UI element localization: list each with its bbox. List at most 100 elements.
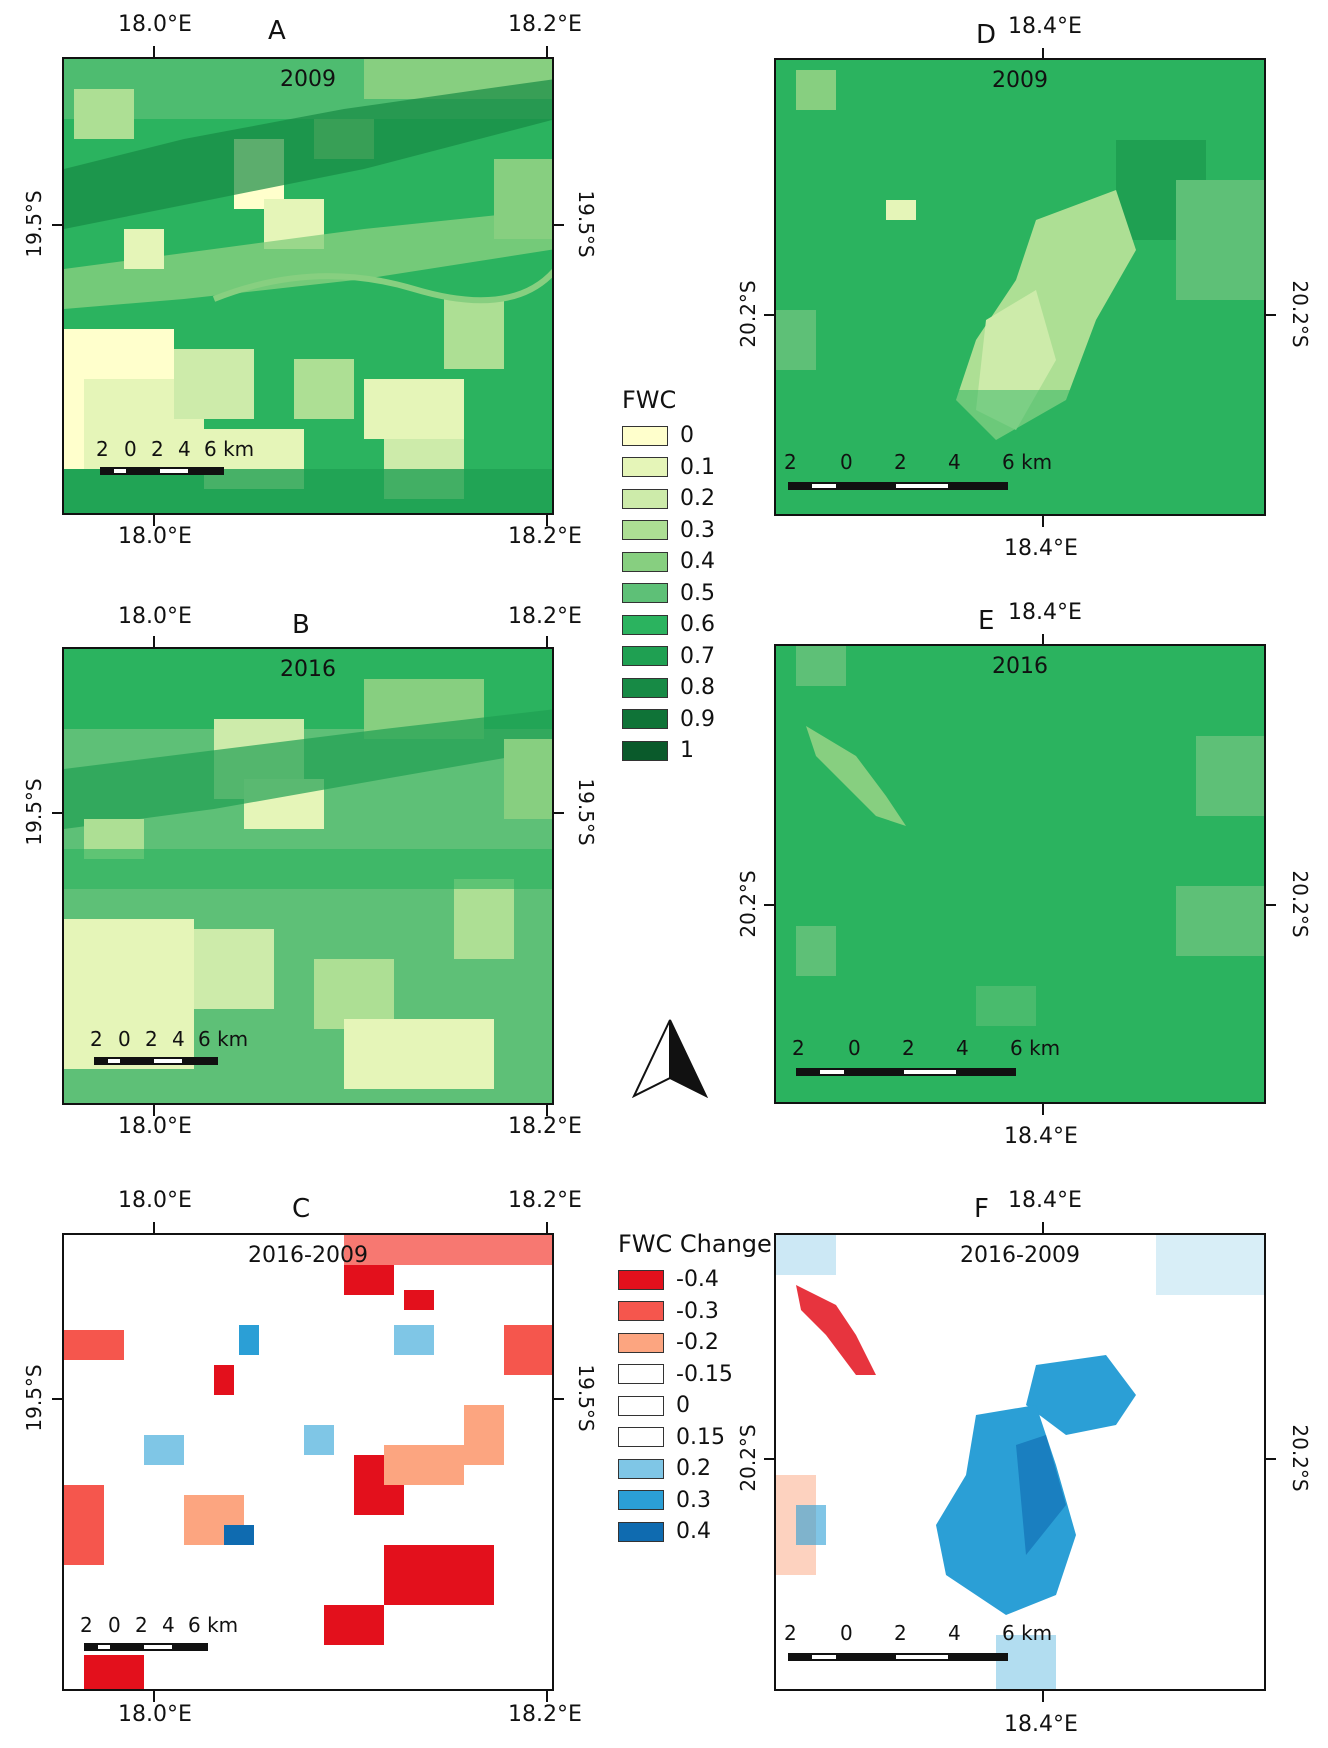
legend-change-value: 0.3	[676, 1487, 711, 1513]
legend-change-value: 0.2	[676, 1456, 711, 1482]
legend-fwc-swatch	[622, 614, 668, 635]
fwc-change-raster-f	[776, 1235, 1264, 1689]
scalebar-c: 2 0 2 4 6 km	[80, 1613, 238, 1653]
legend-fwc-value: 0.9	[680, 706, 715, 732]
legend-change-value: -0.3	[676, 1298, 719, 1324]
panel-f-year: 2016-2009	[960, 1243, 1080, 1268]
panel-a-lon-top-left: 18.0°E	[118, 12, 192, 37]
panel-b-lon-top-right: 18.2°E	[508, 604, 582, 629]
legend-fwc-swatch	[622, 740, 668, 761]
legend-fwc-value: 0	[680, 423, 694, 449]
panel-f-letter: F	[974, 1194, 989, 1224]
map-panel-b: 2016 2 0 2 4 6 km	[62, 647, 554, 1105]
legend-fwc-item: 1	[622, 735, 715, 767]
legend-fwc-item: 0.3	[622, 515, 715, 547]
legend-change-title: FWC Change	[618, 1230, 772, 1258]
legend-change-item: 0.3	[618, 1485, 772, 1517]
legend-change-swatch	[618, 1301, 664, 1322]
legend-fwc-swatch	[622, 583, 668, 604]
legend-fwc-swatch	[622, 457, 668, 478]
panel-b-lon-top-left: 18.0°E	[118, 604, 192, 629]
scalebar-f: 2 0 2 4 6 km	[784, 1621, 1052, 1665]
fwc-raster-2009-d	[776, 60, 1264, 514]
panel-c-letter: C	[292, 1194, 311, 1224]
legend-fwc-value: 0.1	[680, 454, 715, 480]
legend-fwc: FWC 0 0.1 0.2 0.3 0.4 0.5 0.6 0.7 0.8 0.9 1	[622, 386, 715, 767]
legend-change-value: 0.15	[676, 1424, 725, 1450]
scalebar-e: 2 0 2 4 6 km	[792, 1036, 1060, 1080]
panel-a-letter: A	[268, 16, 286, 46]
legend-fwc-item: 0.5	[622, 578, 715, 610]
map-panel-f: 2016-2009 2 0 2 4 6 km	[774, 1233, 1266, 1691]
scalebar-b: 2 0 2 4 6 km	[90, 1027, 248, 1067]
legend-change-swatch	[618, 1395, 664, 1416]
fwc-raster-2016-b	[64, 649, 552, 1103]
panel-c-lat-right: 19.5°S	[574, 1364, 598, 1432]
legend-change-value: 0.4	[676, 1519, 711, 1545]
legend-change-swatch	[618, 1364, 664, 1385]
legend-change-item: -0.15	[618, 1359, 772, 1391]
panel-a-lat-right: 19.5°S	[574, 190, 598, 258]
panel-c-year: 2016-2009	[248, 1243, 368, 1268]
panel-e-letter: E	[978, 606, 995, 636]
legend-fwc-item: 0	[622, 420, 715, 452]
legend-fwc-item: 0.9	[622, 704, 715, 736]
legend-fwc-value: 0.6	[680, 612, 715, 638]
map-panel-c: 2016-2009 2 0 2 4 6 km	[62, 1233, 554, 1691]
legend-fwc-swatch	[622, 488, 668, 509]
panel-e-lat-right: 20.2°S	[1288, 870, 1312, 938]
legend-fwc-swatch	[622, 551, 668, 572]
panel-e-lon-bottom: 18.4°E	[1004, 1124, 1078, 1149]
legend-fwc-swatch	[622, 425, 668, 446]
legend-fwc-value: 0.8	[680, 675, 715, 701]
scalebar-a: 2 0 2 4 6 km	[96, 437, 254, 477]
legend-change-swatch	[618, 1490, 664, 1511]
legend-fwc-item: 0.8	[622, 672, 715, 704]
legend-change-item: 0.15	[618, 1422, 772, 1454]
legend-change-item: 0	[618, 1390, 772, 1422]
legend-fwc-value: 0.5	[680, 580, 715, 606]
panel-c-lon-bottom-right: 18.2°E	[508, 1702, 582, 1727]
panel-a-lon-bottom-right: 18.2°E	[508, 524, 582, 549]
panel-d-year: 2009	[992, 68, 1048, 93]
panel-e-year: 2016	[992, 654, 1048, 679]
panel-d-letter: D	[976, 20, 997, 50]
legend-change-value: 0	[676, 1393, 690, 1419]
panel-b-year: 2016	[280, 657, 336, 682]
legend-fwc-item: 0.1	[622, 452, 715, 484]
legend-fwc-swatch	[622, 646, 668, 667]
panel-b-letter: B	[292, 610, 310, 640]
panel-f-lat-right: 20.2°S	[1288, 1424, 1312, 1492]
panel-c-lon-top-left: 18.0°E	[118, 1188, 192, 1213]
panel-b-lat-right: 19.5°S	[574, 778, 598, 846]
legend-change-item: -0.4	[618, 1264, 772, 1296]
legend-change-swatch	[618, 1427, 664, 1448]
legend-change-item: 0.4	[618, 1516, 772, 1548]
panel-f-lon-bottom: 18.4°E	[1004, 1712, 1078, 1737]
legend-change-item: 0.2	[618, 1453, 772, 1485]
legend-change-swatch	[618, 1332, 664, 1353]
panel-d-lon-top: 18.4°E	[1008, 14, 1082, 39]
panel-d-lat-right: 20.2°S	[1288, 280, 1312, 348]
panel-e-lon-top: 18.4°E	[1008, 600, 1082, 625]
legend-fwc-change: FWC Change -0.4 -0.3 -0.2 -0.15 0 0.15 0.2 0.3 0…	[618, 1230, 772, 1548]
legend-change-swatch	[618, 1269, 664, 1290]
legend-change-value: -0.15	[676, 1361, 733, 1387]
legend-change-item: -0.2	[618, 1327, 772, 1359]
north-arrow-icon	[631, 1019, 709, 1098]
panel-b-lon-bottom-left: 18.0°E	[118, 1114, 192, 1139]
legend-fwc-value: 0.3	[680, 517, 715, 543]
panel-c-lat-left: 19.5°S	[22, 1364, 46, 1432]
legend-fwc-title: FWC	[622, 386, 677, 414]
panel-c-lon-top-right: 18.2°E	[508, 1188, 582, 1213]
legend-fwc-value: 0.7	[680, 643, 715, 669]
panel-a-year: 2009	[280, 67, 336, 92]
panel-c-lon-bottom-left: 18.0°E	[118, 1702, 192, 1727]
legend-change-value: -0.4	[676, 1267, 719, 1293]
legend-fwc-item: 0.6	[622, 609, 715, 641]
legend-fwc-swatch	[622, 677, 668, 698]
legend-fwc-item: 0.7	[622, 641, 715, 673]
legend-fwc-value: 1	[680, 738, 694, 764]
legend-fwc-swatch	[622, 709, 668, 730]
legend-fwc-item: 0.4	[622, 546, 715, 578]
